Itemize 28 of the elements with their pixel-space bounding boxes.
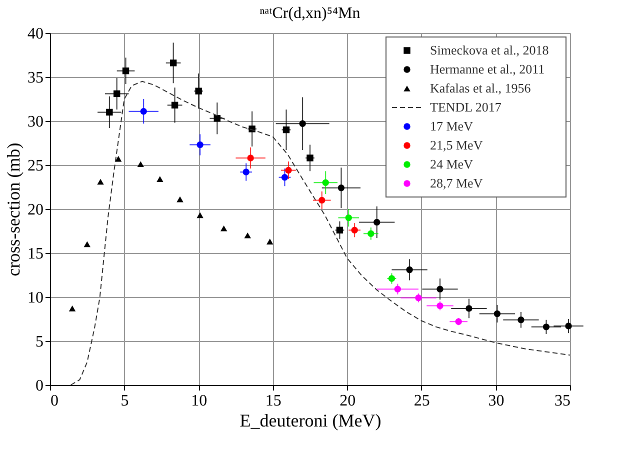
y-tick-label: 0 xyxy=(36,378,44,394)
y-tick-label: 5 xyxy=(36,334,44,350)
y-tick-label: 40 xyxy=(28,26,44,42)
x-axis-title: E_deuteroni (MeV) xyxy=(240,410,382,430)
legend-label: TENDL 2017 xyxy=(430,100,502,114)
y-tick-label: 35 xyxy=(28,70,44,86)
x-tick-label: 0 xyxy=(50,392,58,410)
x-tick-label: 5 xyxy=(120,392,129,410)
legend-label: 21,5 MeV xyxy=(430,138,484,152)
y-tick-label: 10 xyxy=(28,290,44,306)
y-axis-title: cross-section (mb) xyxy=(4,142,24,276)
legend-label: 17 MeV xyxy=(430,118,474,134)
legend-label: 28,7 MeV xyxy=(430,176,484,190)
y-tick-label: 20 xyxy=(28,202,44,218)
x-tick-label: 10 xyxy=(191,392,208,410)
x-tick-label: 25 xyxy=(414,392,430,410)
legend-label: 24 MeV xyxy=(430,156,474,172)
x-tick-label: 35 xyxy=(554,392,570,410)
y-tick-label: 25 xyxy=(28,158,44,174)
chart-title: ⁿᵃᵗCr(d,xn)⁵⁴Mn xyxy=(260,5,360,22)
x-tick-label: 30 xyxy=(488,392,504,410)
x-tick-label: 15 xyxy=(265,392,282,410)
legend-label: Hermanne et al., 2011 xyxy=(430,62,545,76)
x-tick-label: 20 xyxy=(340,392,356,410)
y-tick-label: 30 xyxy=(28,114,44,130)
y-tick-label: 15 xyxy=(28,246,44,262)
legend-label: Simeckova et al., 2018 xyxy=(430,42,549,58)
legend-label: Kafalas et al., 1956 xyxy=(430,80,532,96)
